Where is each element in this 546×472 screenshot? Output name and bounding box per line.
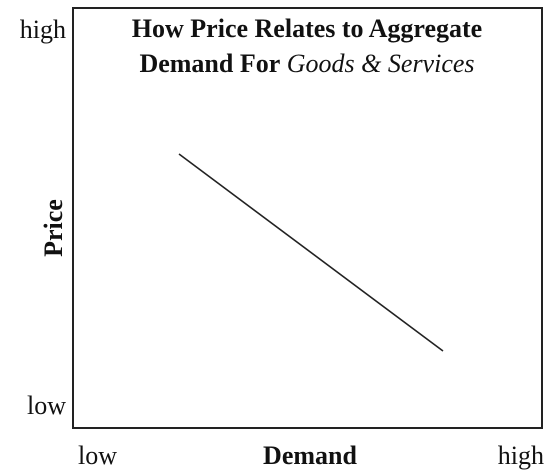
- y-low-label: low: [27, 391, 66, 420]
- title-italic: Goods & Services: [287, 49, 475, 78]
- x-high-label: high: [498, 441, 544, 470]
- demand-curve: [178, 153, 444, 352]
- title-line1: How Price Relates to Aggregate: [132, 14, 482, 43]
- title-line2: Demand For Goods & Services: [139, 49, 474, 78]
- y-axis-label: Price: [39, 199, 68, 257]
- x-axis-label: Demand: [263, 441, 357, 470]
- plot-frame: [72, 7, 543, 429]
- y-high-label: high: [20, 15, 66, 44]
- title-bold: Demand For: [139, 49, 280, 78]
- x-low-label: low: [78, 441, 117, 470]
